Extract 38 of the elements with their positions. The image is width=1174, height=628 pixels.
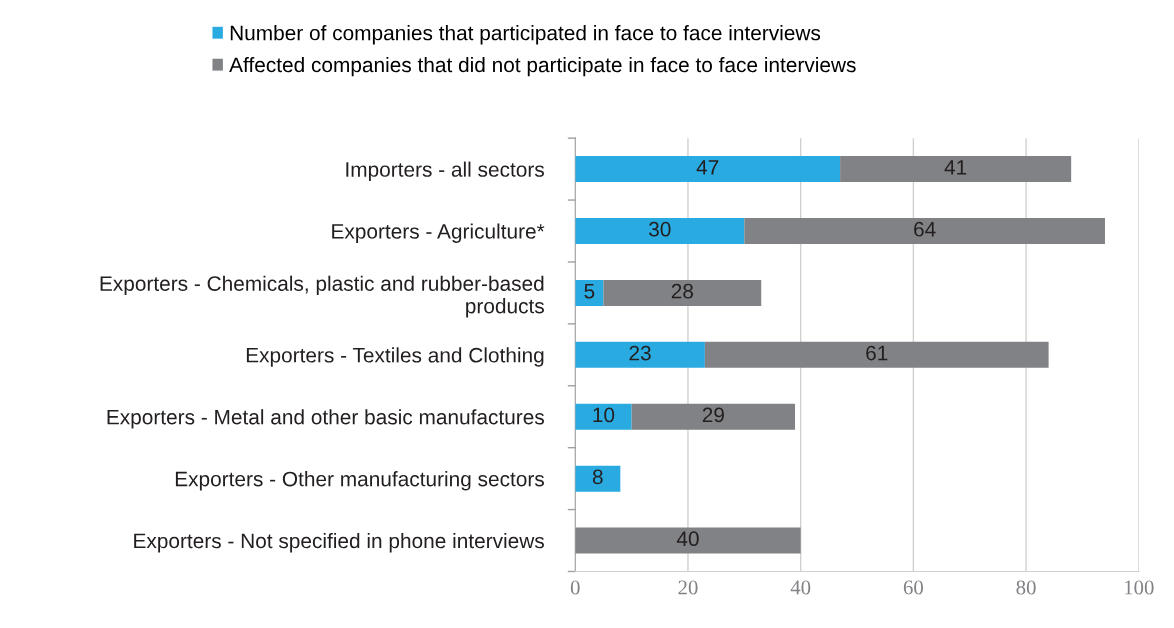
y-tick-label: Exporters - Not specified in phone interviews [134, 532, 544, 553]
data-label: 8 [592, 469, 603, 485]
bar [575, 341, 705, 368]
data-label: 40 [676, 531, 699, 547]
x-tick-label: 80 [1016, 580, 1036, 595]
bar [575, 218, 745, 245]
bar [840, 156, 1072, 183]
data-label: 41 [944, 160, 967, 175]
data-label: 5 [584, 283, 595, 299]
bar [631, 403, 796, 430]
y-tick-label: Exporters - Textiles and Clothing [246, 347, 544, 367]
x-tick-label: 100 [1124, 580, 1154, 595]
data-label: 30 [649, 221, 671, 237]
data-label: 47 [696, 160, 719, 175]
bar [603, 279, 762, 306]
bar [744, 218, 1105, 245]
y-tick-label: Exporters - Other manufacturing sectors [175, 471, 544, 491]
y-tick-label: Exporters - Metal and other basic manufactures [107, 409, 544, 429]
legend-label: Affected companies that did not participate in face to face interviews [229, 56, 856, 77]
data-label: 28 [671, 283, 694, 299]
x-tick-label: 0 [570, 580, 580, 595]
bar [575, 156, 841, 183]
y-tick-label: Exporters - Chemicals, plastic and rubber-based products [100, 275, 544, 318]
x-tick-label: 60 [903, 580, 923, 595]
x-tick-label: 20 [678, 580, 698, 595]
x-tick-label: 40 [790, 580, 811, 595]
bar [575, 403, 632, 430]
data-label: 61 [866, 345, 888, 361]
bar [575, 465, 621, 492]
data-label: 29 [702, 407, 724, 423]
bar [575, 527, 801, 554]
data-label: 23 [629, 345, 651, 361]
legend-label: Number of companies that participated in face to face interviews [230, 25, 821, 45]
y-tick-label: Importers - all sectors [346, 161, 544, 181]
data-label: 64 [914, 221, 936, 237]
y-tick-label: Exporters - Agriculture* [332, 223, 545, 243]
data-label: 10 [593, 407, 615, 423]
bar [704, 341, 1049, 368]
